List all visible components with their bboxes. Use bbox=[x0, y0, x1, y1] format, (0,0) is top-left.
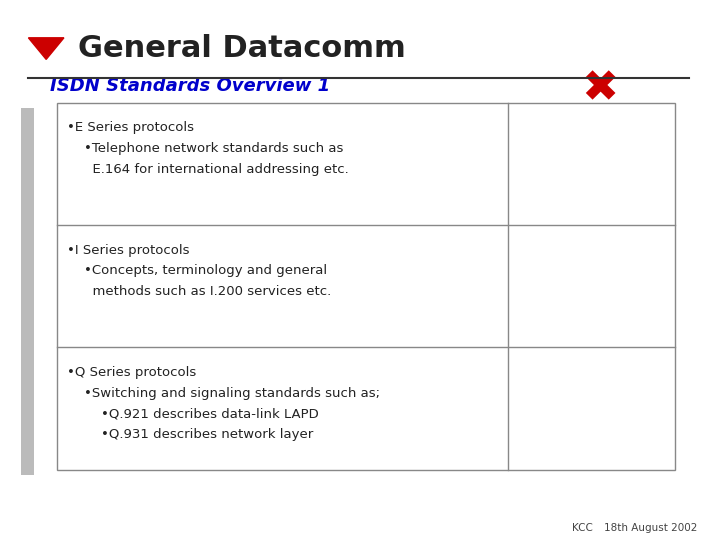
Text: •Q Series protocols: •Q Series protocols bbox=[68, 366, 197, 379]
Text: •Q.921 describes data-link LAPD: •Q.921 describes data-link LAPD bbox=[68, 407, 319, 420]
Text: ISDN Standards Overview 1: ISDN Standards Overview 1 bbox=[50, 77, 330, 96]
Text: •Q.931 describes network layer: •Q.931 describes network layer bbox=[68, 428, 314, 441]
Text: ✖: ✖ bbox=[582, 68, 619, 111]
Text: •E Series protocols: •E Series protocols bbox=[68, 122, 194, 134]
Bar bbox=[22, 108, 34, 475]
Text: •Switching and signaling standards such as;: •Switching and signaling standards such … bbox=[68, 387, 380, 400]
Text: methods such as I.200 services etc.: methods such as I.200 services etc. bbox=[68, 285, 332, 298]
Bar bbox=[57, 103, 675, 470]
Text: •Telephone network standards such as: •Telephone network standards such as bbox=[68, 142, 344, 155]
Text: E.164 for international addressing etc.: E.164 for international addressing etc. bbox=[68, 163, 349, 176]
Text: •Concepts, terminology and general: •Concepts, terminology and general bbox=[68, 265, 328, 278]
Text: KCC: KCC bbox=[572, 523, 593, 533]
Polygon shape bbox=[28, 38, 64, 59]
Text: 18th August 2002: 18th August 2002 bbox=[604, 523, 697, 533]
Text: •I Series protocols: •I Series protocols bbox=[68, 244, 190, 257]
Text: General Datacomm: General Datacomm bbox=[78, 34, 406, 63]
